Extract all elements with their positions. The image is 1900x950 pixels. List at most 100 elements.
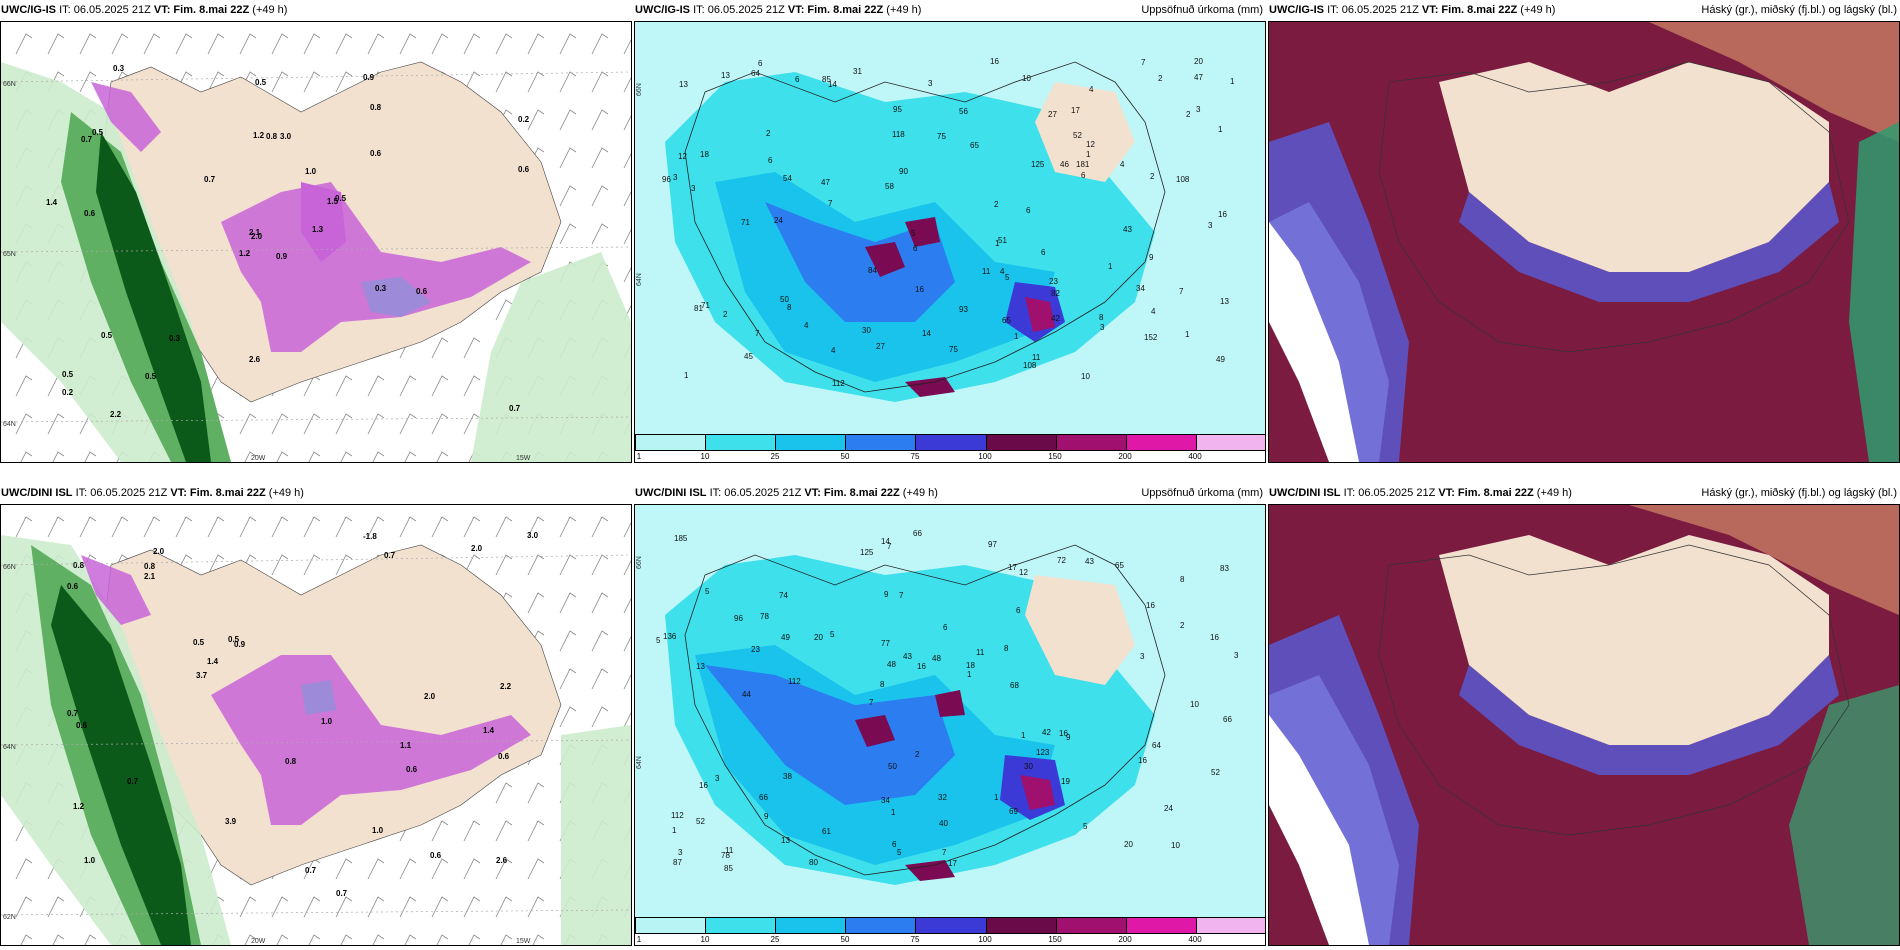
iceland-outline <box>684 61 1166 393</box>
value-label: 185 <box>674 534 688 543</box>
wind-barb <box>47 516 65 538</box>
map-clouds <box>1268 21 1900 463</box>
init-time: IT: 06.05.2025 21Z <box>1343 487 1436 499</box>
value-label: 34 <box>881 796 890 805</box>
model-name: UWC/IG-IS <box>1 4 56 16</box>
value-label: 66 <box>913 529 922 538</box>
colorbar-swatch <box>706 918 777 933</box>
wind-barb <box>591 630 609 652</box>
value-label: 0.5 <box>145 372 157 381</box>
model-name: UWC/DINI ISL <box>1269 487 1341 499</box>
wind-barb <box>623 305 631 321</box>
wind-precip-map: 0.90.72.00.51.50.30.93.00.81.30.30.70.60… <box>1 22 631 462</box>
panel-header: UWC/IG-IS IT: 06.05.2025 21Z VT: Fim. 8.… <box>1268 0 1900 20</box>
wind-barb <box>303 71 321 93</box>
value-labels: 0.90.72.00.51.50.30.93.00.81.30.30.70.60… <box>46 64 530 419</box>
lat-label: 64N <box>636 756 643 769</box>
value-label: 1 <box>967 670 972 679</box>
snow-core <box>301 680 336 715</box>
wind-barb <box>527 516 545 538</box>
field-title: Uppsöfnuð úrkoma (mm) <box>1141 487 1263 499</box>
wind-barb <box>399 375 417 397</box>
value-label: 0.8 <box>73 561 85 570</box>
wind-barb <box>335 554 353 576</box>
value-label: 69 <box>1009 807 1018 816</box>
wind-barb <box>372 451 385 462</box>
wind-barb <box>431 516 449 538</box>
value-label: 11 <box>725 846 734 855</box>
value-label: 78 <box>721 851 730 860</box>
value-label: 10 <box>1190 700 1199 709</box>
value-label: 1.0 <box>321 717 333 726</box>
lead-time: (+49 h) <box>268 487 304 499</box>
value-label: 20 <box>1124 840 1133 849</box>
wind-barb <box>244 451 257 462</box>
value-label: 61 <box>822 827 831 836</box>
value-label: 23 <box>1049 277 1058 286</box>
wind-barb <box>495 782 513 804</box>
wind-barb <box>52 934 65 945</box>
wind-barb <box>335 858 353 880</box>
value-label: 2.1 <box>144 572 156 581</box>
value-label: 2.2 <box>110 410 122 419</box>
value-label: 0.9 <box>234 640 246 649</box>
value-label: 13 <box>696 662 705 671</box>
value-label: 0.5 <box>228 635 240 644</box>
value-label: 112 <box>788 677 801 686</box>
value-label: 3 <box>1140 652 1145 661</box>
wind-barb <box>591 223 609 245</box>
value-label: 3.7 <box>196 671 208 680</box>
value-label: 85 <box>822 75 831 84</box>
colorbar-swatch <box>1056 435 1127 450</box>
wind-barb <box>436 451 449 462</box>
wind-barb <box>527 554 545 576</box>
colorbar-label: 10 <box>700 935 710 944</box>
wind-barb <box>591 554 609 576</box>
wind-barb <box>527 858 545 880</box>
value-label: 24 <box>1164 804 1173 813</box>
wind-barb <box>15 413 33 435</box>
colorbar-label: 400 <box>1188 452 1202 461</box>
wind-barb <box>399 413 417 435</box>
wind-barb <box>303 896 321 918</box>
value-label: 7 <box>1179 287 1184 296</box>
value-label: 123 <box>1036 748 1050 757</box>
wind-barb <box>15 858 33 880</box>
value-label: 16 <box>990 57 999 66</box>
panel-ig-precip: UWC/IG-IS IT: 06.05.2025 21Z VT: Fim. 8.… <box>634 0 1266 463</box>
value-label: 7 <box>828 199 833 208</box>
wind-barb <box>335 71 353 93</box>
value-label: 3 <box>1234 651 1239 660</box>
value-label: 2.2 <box>500 682 512 691</box>
value-label: 38 <box>783 772 792 781</box>
value-label: 23 <box>751 645 760 654</box>
valid-time: Fim. 8.mai 22Z <box>1457 487 1534 499</box>
precip-100c <box>905 860 955 881</box>
wind-barb <box>303 554 321 576</box>
wind-barb <box>527 109 545 131</box>
value-label: 47 <box>821 178 830 187</box>
value-label: 0.5 <box>255 78 267 87</box>
wind-barb <box>15 375 33 397</box>
value-label: 1 <box>1185 330 1190 339</box>
value-label: 0.5 <box>62 370 74 379</box>
wind-barb <box>495 858 513 880</box>
valid-label: VT: <box>787 4 805 16</box>
wind-barb <box>335 516 353 538</box>
wind-barb <box>271 554 289 576</box>
value-label: 75 <box>937 132 946 141</box>
valid-time: Fim. 8.mai 22Z <box>173 4 250 16</box>
value-label: 2 <box>994 200 999 209</box>
value-label: 46 <box>1060 160 1069 169</box>
clear-land <box>1439 62 1829 272</box>
colorbar-swatches <box>635 434 1265 451</box>
value-label: 4 <box>831 346 836 355</box>
valid-time: Fim. 8.mai 22Z <box>807 4 884 16</box>
wind-barb <box>559 516 577 538</box>
wind-barb <box>559 33 577 55</box>
value-label: 10 <box>1171 841 1180 850</box>
precip-50 <box>765 202 955 322</box>
wind-barb <box>623 598 631 614</box>
value-label: 13 <box>1220 297 1229 306</box>
wind-barb <box>47 33 65 55</box>
